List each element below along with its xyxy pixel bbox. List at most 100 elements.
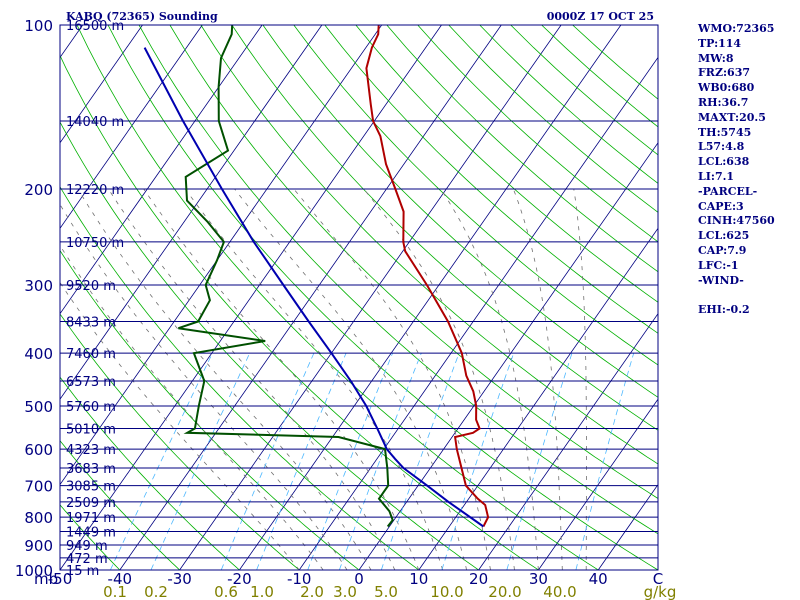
height-label: 3683 m	[66, 462, 116, 477]
temperature-tick-label: C	[653, 570, 663, 588]
mixing-ratio-label: 1.0	[250, 583, 274, 600]
mixing-ratio-label: 0.1	[103, 583, 127, 600]
height-label: 8433 m	[66, 316, 116, 331]
height-label: 10750 m	[66, 236, 124, 251]
height-label: 9520 m	[66, 279, 116, 294]
isotherm	[119, 25, 502, 570]
moist-adiabat	[513, 188, 563, 570]
mixing-ratio-line	[441, 352, 515, 570]
index-line: MAXT:20.5	[698, 110, 766, 124]
temperature-tick-label: 30	[529, 570, 548, 588]
temperature-tick-label: -10	[287, 570, 312, 588]
index-line: -WIND-	[698, 273, 744, 287]
index-line: FRZ:637	[698, 66, 751, 80]
height-label: 6573 m	[66, 375, 116, 390]
mixing-ratio-label: 0.2	[144, 583, 168, 600]
index-line: CAP:7.9	[698, 243, 747, 257]
height-label: 14040 m	[66, 115, 124, 130]
index-line: WMO:72365	[698, 22, 775, 35]
temperature-tick-label: 0	[354, 570, 364, 588]
isotherm	[298, 56, 658, 570]
temperature-tick-label: 20	[469, 570, 488, 588]
index-line: TH:5745	[698, 125, 752, 139]
pressure-tick-label: 700	[24, 478, 53, 496]
pressure-tick-label: 500	[24, 398, 53, 416]
index-line: -PARCEL-	[698, 184, 758, 198]
temperature-tick-label: -40	[108, 570, 133, 588]
height-label: 5010 m	[66, 422, 116, 437]
index-line: LI:7.1	[698, 169, 735, 183]
height-label: 949 m	[66, 539, 108, 554]
dry-adiabat	[169, 25, 658, 499]
index-line: EHI:-0.2	[698, 303, 750, 317]
moist-adiabat	[60, 244, 324, 570]
mixing-ratio-label: 20.0	[488, 583, 521, 600]
mixing-ratio-label: 2.0	[300, 583, 324, 600]
pressure-tick-label: 900	[24, 537, 53, 555]
pressure-tick-label: 400	[24, 345, 53, 363]
mixing-ratio-label: 10.0	[430, 583, 463, 600]
mixing-ratio-line	[506, 352, 573, 570]
index-line: CINH:47560	[698, 214, 775, 228]
pressure-tick-label: 800	[24, 509, 53, 527]
height-label: 2509 m	[66, 496, 116, 511]
isotherm	[0, 25, 23, 570]
moist-adiabat	[293, 188, 491, 570]
height-label: 3085 m	[66, 480, 116, 495]
mixing-ratio-label: 0.6	[214, 583, 238, 600]
mixing-ratio-label: g/kg	[644, 583, 677, 600]
height-label: 12220 m	[66, 183, 124, 198]
plot-frame	[59, 24, 659, 571]
height-label: 1971 m	[66, 511, 116, 526]
temperature-tick-label: -50	[48, 570, 73, 588]
height-label: 16500 m	[66, 19, 124, 34]
mixing-ratio-label: 5.0	[374, 583, 398, 600]
index-line: L57:4.8	[698, 140, 745, 154]
pressure-tick-label: 600	[24, 441, 53, 459]
pressure-tick-label: 1000	[15, 562, 53, 580]
isotherm	[358, 142, 658, 570]
height-label: 1449 m	[66, 526, 116, 541]
height-label: 7460 m	[66, 347, 116, 362]
index-line	[698, 288, 798, 303]
pressure-unit-label: mb	[34, 570, 58, 588]
isotherm	[478, 313, 658, 570]
isotherm	[179, 25, 562, 570]
index-line: MW:8	[698, 51, 734, 65]
height-label: 5760 m	[66, 400, 116, 415]
mixing-ratio-line	[110, 352, 213, 570]
moist-adiabat	[60, 203, 348, 570]
mixing-ratio-line	[256, 352, 347, 570]
isotherm	[60, 25, 143, 144]
isotherm	[60, 25, 442, 570]
height-label: 15 m	[66, 564, 99, 579]
sounding-time: 0000Z 17 OCT 25	[547, 10, 654, 23]
indices-panel: WMO:72365 TP:114 MW:8 FRZ:637 WB0:680 RH:36.7…	[698, 22, 798, 318]
dewpoint-trace	[178, 25, 394, 528]
isotherm	[538, 398, 658, 570]
dry-adiabat	[60, 249, 360, 570]
temperature-tick-label: -30	[167, 570, 192, 588]
pressure-tick-label: 300	[24, 277, 53, 295]
isotherm	[60, 25, 323, 400]
mixing-ratio-line	[380, 352, 460, 570]
index-line: CAPE:3	[698, 199, 744, 213]
temperature-tick-label: 40	[589, 570, 608, 588]
isotherm	[60, 25, 263, 315]
index-line: WB0:680	[698, 81, 755, 95]
index-line: LFC:-1	[698, 258, 739, 272]
mixing-ratio-label: 40.0	[543, 583, 576, 600]
temperature-tick-label: 10	[409, 570, 428, 588]
pressure-tick-label: 200	[24, 181, 53, 199]
mixing-ratio-label: 3.0	[333, 583, 357, 600]
parcel-trace	[143, 47, 484, 528]
station-title: KABQ (72365) Sounding	[66, 10, 218, 23]
index-line: LCL:625	[698, 229, 750, 243]
pressure-tick-label: 100	[24, 17, 53, 35]
temperature-tick-label: -20	[227, 570, 252, 588]
index-line: TP:114	[698, 36, 742, 50]
height-label: 4323 m	[66, 443, 116, 458]
mixing-ratio-line	[575, 352, 635, 570]
index-line: LCL:638	[698, 155, 750, 169]
